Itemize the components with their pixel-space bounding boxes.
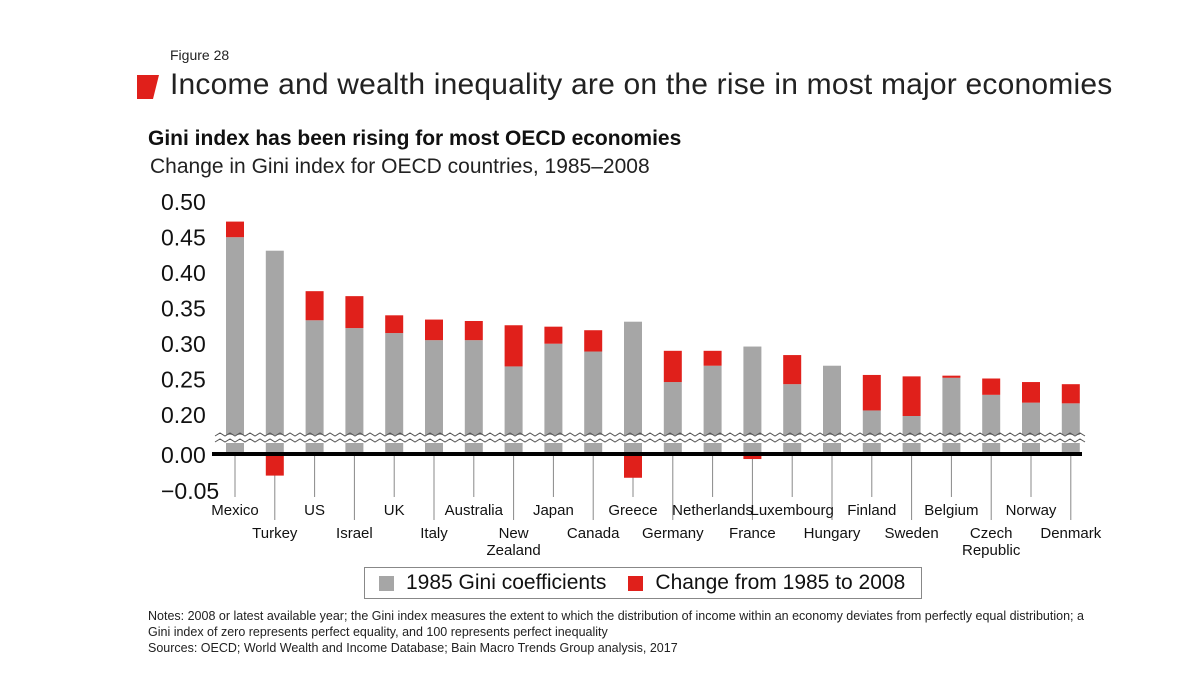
category-label: New Zealand <box>486 525 540 559</box>
axis-break-line <box>214 432 1086 437</box>
bar-change-19 <box>982 378 1001 395</box>
bar-change-0 <box>226 221 244 238</box>
bar-base-5 <box>425 340 443 454</box>
bar-base-10 <box>624 321 642 454</box>
bar-change-3 <box>345 296 364 329</box>
category-label: US <box>304 502 325 519</box>
y-tick-label: 0.20 <box>161 402 206 428</box>
category-label: Japan <box>533 502 574 519</box>
y-tick-label: 0.00 <box>161 442 206 468</box>
bar-change-9 <box>584 330 603 352</box>
sources-text: Sources: OECD; World Wealth and Income D… <box>148 641 678 655</box>
category-label: Netherlands <box>672 502 753 519</box>
title-accent-icon <box>137 75 159 99</box>
y-tick-label: 0.25 <box>161 367 206 393</box>
bar-base-3 <box>345 328 364 454</box>
bar-base-13 <box>743 346 762 454</box>
bar-change-6 <box>464 320 483 341</box>
bar-change-4 <box>385 315 404 334</box>
legend-label-change: Change from 1985 to 2008 <box>655 571 906 594</box>
bar-base-14 <box>783 384 802 454</box>
category-label: Czech Republic <box>962 525 1021 559</box>
bar-change-1 <box>265 454 284 476</box>
category-label: Luxembourg <box>751 502 834 519</box>
legend-swatch-change <box>628 575 644 591</box>
bar-base-11 <box>663 382 682 454</box>
chart-legend: 1985 Gini coefficients Change from 1985 … <box>364 567 922 599</box>
bar-base-7 <box>504 366 523 454</box>
category-label: Finland <box>847 502 896 519</box>
category-label: Hungary <box>804 525 861 542</box>
y-tick-label: 0.45 <box>161 225 206 251</box>
legend-item-base: 1985 Gini coefficients <box>379 571 606 595</box>
bar-change-11 <box>663 350 682 383</box>
y-tick-label: −0.05 <box>161 478 219 504</box>
bar-change-20 <box>1022 382 1040 403</box>
bar-base-4 <box>385 333 404 454</box>
category-label: Germany <box>642 525 704 542</box>
bar-change-13 <box>743 454 762 460</box>
bar-base-1 <box>265 250 284 454</box>
category-label: Turkey <box>252 525 298 542</box>
bar-change-14 <box>783 355 802 385</box>
bar-base-12 <box>703 365 722 454</box>
bar-base-0 <box>226 237 244 454</box>
bar-change-18 <box>942 375 961 378</box>
bar-base-16 <box>862 410 881 454</box>
notes-text: Notes: 2008 or latest available year; th… <box>148 609 1084 639</box>
category-label: Sweden <box>884 525 938 542</box>
main-title: Income and wealth inequality are on the … <box>170 68 1113 101</box>
category-label: Belgium <box>924 502 978 519</box>
bar-base-20 <box>1022 402 1040 454</box>
bar-base-9 <box>584 351 603 454</box>
bar-change-21 <box>1061 384 1080 404</box>
y-tick-label: 0.50 <box>161 189 206 215</box>
y-tick-label: 0.40 <box>161 260 206 286</box>
bar-base-2 <box>305 320 324 454</box>
bar-change-17 <box>902 376 921 416</box>
bar-base-19 <box>982 394 1001 454</box>
category-label: Norway <box>1006 502 1057 519</box>
category-label: France <box>729 525 776 542</box>
figure-label: Figure 28 <box>170 47 230 63</box>
chart-title: Gini index has been rising for most OECD… <box>148 127 682 150</box>
bar-change-8 <box>544 326 563 344</box>
legend-item-change: Change from 1985 to 2008 <box>628 571 905 595</box>
category-label: Australia <box>445 502 504 519</box>
axis-break-line <box>214 438 1086 443</box>
category-label: Israel <box>336 525 373 542</box>
category-label: Italy <box>420 525 448 542</box>
legend-swatch-base <box>379 575 394 591</box>
bar-change-7 <box>504 325 523 367</box>
bar-base-15 <box>823 365 841 454</box>
y-tick-label: 0.30 <box>161 331 206 357</box>
y-tick-label: 0.35 <box>161 296 206 322</box>
bar-change-10 <box>624 454 642 478</box>
bar-change-12 <box>703 350 722 366</box>
bar-change-16 <box>862 374 881 411</box>
legend-label-base: 1985 Gini coefficients <box>406 571 607 594</box>
category-label: UK <box>384 502 405 519</box>
chart-subtitle: Change in Gini index for OECD countries,… <box>150 155 650 178</box>
bar-base-21 <box>1061 403 1080 454</box>
category-label: Greece <box>608 502 657 519</box>
chart-notes: Notes: 2008 or latest available year; th… <box>148 608 1088 656</box>
category-label: Mexico <box>211 502 259 519</box>
bar-base-8 <box>544 343 563 454</box>
bar-base-6 <box>464 340 483 454</box>
bar-change-2 <box>305 291 324 321</box>
bar-change-5 <box>425 319 443 341</box>
axis-break-band <box>215 435 1082 443</box>
category-label: Canada <box>567 525 620 542</box>
category-label: Denmark <box>1040 525 1101 542</box>
